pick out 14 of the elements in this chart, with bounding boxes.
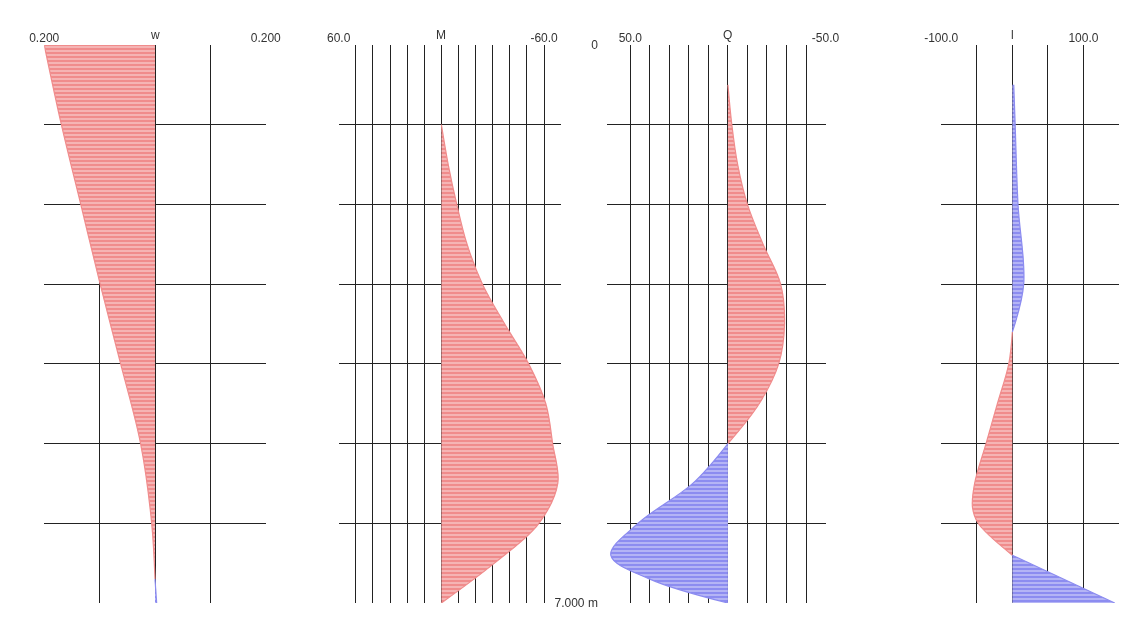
x-tick-label: 50.0 (618, 30, 643, 45)
x-axis-title: w (150, 28, 160, 42)
x-tick-label: 60.0 (326, 30, 351, 45)
x-axis-title: M (436, 28, 446, 42)
x-tick-label: -60.0 (530, 30, 559, 45)
y-tick-label: 7.000 m (554, 596, 598, 611)
x-axis-title: Q (723, 28, 733, 42)
x-tick-label: 100.0 (1068, 30, 1099, 45)
x-tick-label: 0.200 (29, 30, 60, 45)
x-tick-label: -50.0 (811, 30, 840, 45)
x-axis-title: l (1011, 28, 1014, 42)
x-tick-label: 0.200 (250, 30, 282, 45)
x-tick-label: -100.0 (924, 30, 959, 45)
y-tick-label: 0 (591, 38, 599, 53)
